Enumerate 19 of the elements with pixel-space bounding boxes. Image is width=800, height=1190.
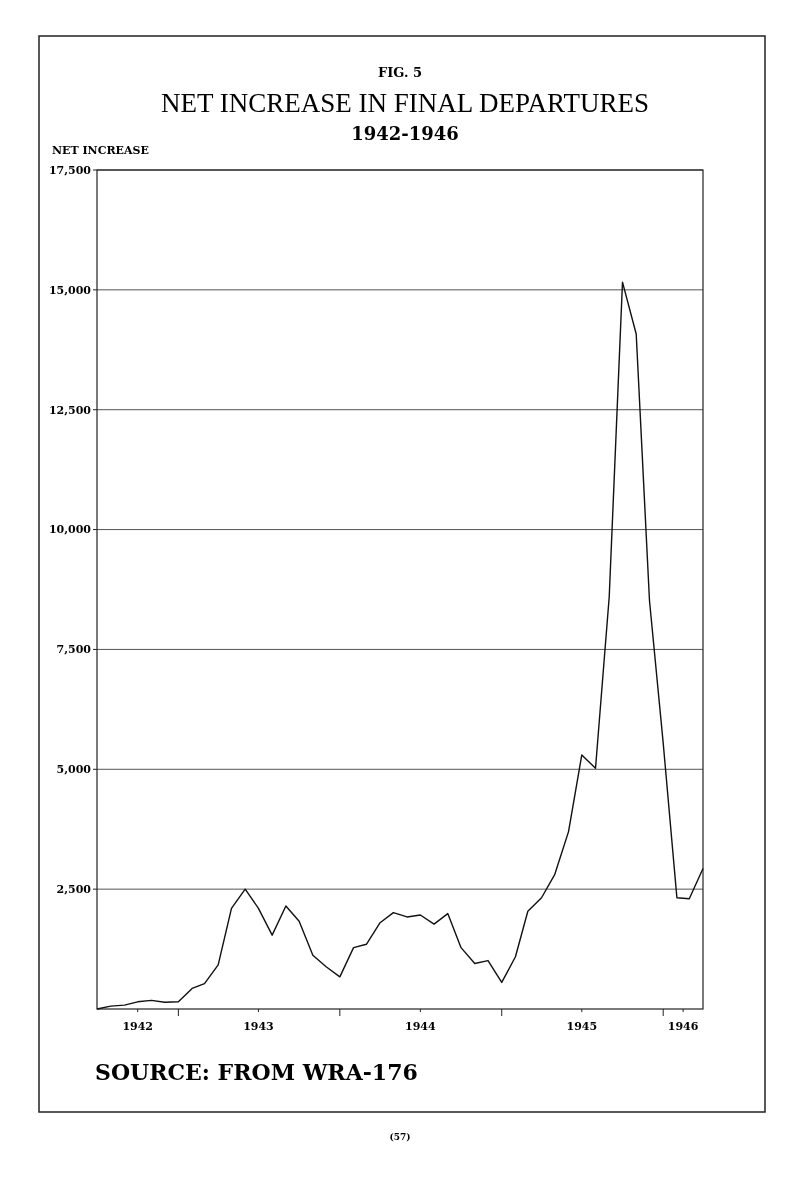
chart-title: NET INCREASE IN FINAL DEPARTURES [161,88,649,118]
chart-subtitle: 1942-1946 [351,123,459,144]
y-tick-label: 12,500 [48,403,92,417]
line-series [96,281,704,1010]
x-tick-label: 1946 [667,1020,699,1033]
y-tick-label: 10,000 [48,523,92,537]
x-tick-label: 1945 [566,1020,598,1033]
text: (57) [389,1132,411,1142]
x-tick-label: 1944 [405,1020,436,1033]
y-tick-label: 17,500 [48,163,92,177]
y-tick-label: 2,500 [56,882,92,896]
y-tick-label: 7,500 [56,643,92,657]
y-tick-label: 5,000 [56,763,92,777]
x-tick-label: 1942 [122,1020,154,1033]
x-tick-label: 1943 [243,1020,274,1033]
caption: FIG. 5 [377,65,423,80]
source-note: SOURCE: FROM WRA-176 [95,1059,418,1085]
y-axis-title: NET INCREASE [52,144,149,157]
y-tick-label: 15,000 [48,283,92,297]
